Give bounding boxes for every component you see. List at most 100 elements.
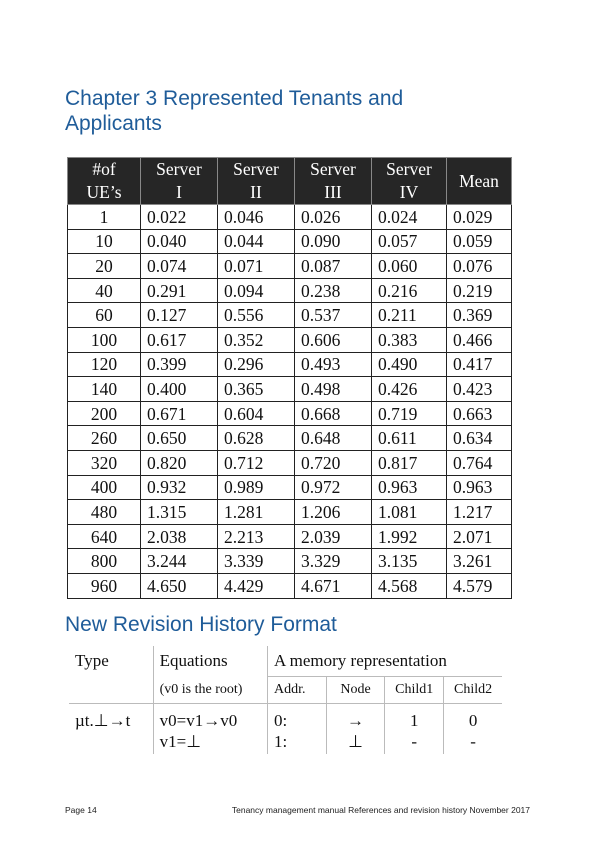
child2-cell: - (443, 732, 502, 754)
value-cell: 0.060 (371, 253, 447, 279)
ue-count-cell: 20 (67, 253, 141, 279)
equation-line-2: v1=⊥ (152, 732, 268, 754)
table-row: 1 0.022 0.046 0.026 0.024 0.029 (67, 204, 512, 230)
table-header-row: #of UE’s Server I Server II Server III Serve… (67, 157, 512, 205)
table-row: 100 0.617 0.352 0.606 0.383 0.466 (67, 326, 512, 353)
header-ues: #of UE’s (67, 157, 141, 205)
table-row: 140 0.400 0.365 0.498 0.426 0.423 (67, 376, 512, 402)
ue-count-cell: 1 (67, 204, 141, 230)
sub-equations: (v0 is the root) (152, 676, 268, 704)
section-heading: New Revision History Format (65, 613, 337, 636)
value-cell: 0.040 (140, 228, 218, 255)
value-cell: 1.206 (294, 499, 372, 525)
revision-history-table: Type Equations A memory representation (… (69, 646, 502, 754)
value-cell: 0.490 (371, 351, 447, 378)
value-cell: 0.611 (371, 425, 447, 451)
value-cell: 0.617 (140, 326, 218, 353)
value-cell: 0.352 (217, 326, 295, 353)
addr-cell: 1: (267, 732, 327, 754)
table-row: 120 0.399 0.296 0.493 0.490 0.417 (67, 351, 512, 378)
value-cell: 0.383 (371, 326, 447, 353)
table-subheader-row: (v0 is the root) Addr. Node Child1 Child… (69, 676, 502, 704)
value-cell: 0.044 (217, 228, 295, 255)
header-mean: Mean (446, 157, 512, 205)
value-cell: 0.648 (294, 425, 372, 451)
header-line: Server (310, 159, 356, 179)
value-cell: 0.963 (371, 474, 447, 501)
value-cell: 0.537 (294, 302, 372, 328)
value-cell: 0.423 (446, 376, 512, 402)
col-equations-header: Equations (152, 646, 268, 677)
table-row: 640 2.038 2.213 2.039 1.992 2.071 (67, 523, 512, 550)
header-server-1: Server I (140, 157, 218, 205)
ue-count-cell: 100 (67, 326, 141, 353)
header-server-2: Server II (217, 157, 295, 205)
value-cell: 1.992 (371, 523, 447, 550)
value-cell: 0.628 (217, 425, 295, 451)
value-cell: 0.417 (446, 351, 512, 378)
table-row: 60 0.127 0.556 0.537 0.211 0.369 (67, 302, 512, 328)
value-cell: 0.087 (294, 253, 372, 279)
value-cell: 4.568 (371, 572, 447, 599)
value-cell: 0.216 (371, 277, 447, 304)
value-cell: 0.820 (140, 449, 218, 476)
sub-child2: Child2 (443, 676, 502, 704)
value-cell: 1.081 (371, 499, 447, 525)
value-cell: 0.057 (371, 228, 447, 255)
table-row: 10 0.040 0.044 0.090 0.057 0.059 (67, 228, 512, 255)
value-cell: 0.291 (140, 277, 218, 304)
value-cell: 2.039 (294, 523, 372, 550)
value-cell: 0.296 (217, 351, 295, 378)
header-line: III (324, 182, 342, 202)
value-cell: 0.211 (371, 302, 447, 328)
table-row: 800 3.244 3.339 3.329 3.135 3.261 (67, 548, 512, 574)
value-cell: 0.090 (294, 228, 372, 255)
table-row: v1=⊥ 1: ⊥ - - (69, 732, 502, 754)
value-cell: 0.932 (140, 474, 218, 501)
value-cell: 0.817 (371, 449, 447, 476)
value-cell: 0.399 (140, 351, 218, 378)
value-cell: 0.466 (446, 326, 512, 353)
child2-cell: 0 (443, 703, 502, 732)
header-line: Server (233, 159, 279, 179)
child1-cell: - (384, 732, 444, 754)
value-cell: 0.604 (217, 400, 295, 427)
table-row: 200 0.671 0.604 0.668 0.719 0.663 (67, 400, 512, 427)
header-line: Server (386, 159, 432, 179)
ue-count-cell: 200 (67, 400, 141, 427)
value-cell: 0.094 (217, 277, 295, 304)
header-server-3: Server III (294, 157, 372, 205)
server-timing-table: #of UE’s Server I Server II Server III Serve… (67, 157, 512, 599)
value-cell: 0.963 (446, 474, 512, 501)
value-cell: 3.244 (140, 548, 218, 574)
value-cell: 3.339 (217, 548, 295, 574)
table-row: µt.⊥→t v0=v1→v0 0: → 1 0 (69, 703, 502, 732)
value-cell: 0.663 (446, 400, 512, 427)
value-cell: 3.329 (294, 548, 372, 574)
value-cell: 0.556 (217, 302, 295, 328)
value-cell: 2.071 (446, 523, 512, 550)
value-cell: 0.719 (371, 400, 447, 427)
value-cell: 0.076 (446, 253, 512, 279)
header-line: II (250, 182, 262, 202)
value-cell: 0.369 (446, 302, 512, 328)
value-cell: 0.972 (294, 474, 372, 501)
table-row: 20 0.074 0.071 0.087 0.060 0.076 (67, 253, 512, 279)
value-cell: 0.606 (294, 326, 372, 353)
value-cell: 0.026 (294, 204, 372, 230)
ue-count-cell: 320 (67, 449, 141, 476)
empty-cell (69, 732, 153, 754)
header-line: IV (399, 182, 419, 202)
ue-count-cell: 260 (67, 425, 141, 451)
empty-cell (69, 676, 154, 704)
value-cell: 0.426 (371, 376, 447, 402)
value-cell: 0.668 (294, 400, 372, 427)
value-cell: 0.764 (446, 449, 512, 476)
value-cell: 1.281 (217, 499, 295, 525)
table-row: 260 0.650 0.628 0.648 0.611 0.634 (67, 425, 512, 451)
node-cell: → (325, 703, 385, 732)
equation-line-1: v0=v1→v0 (152, 703, 268, 732)
table-row: 320 0.820 0.712 0.720 0.817 0.764 (67, 449, 512, 476)
addr-cell: 0: (267, 703, 327, 732)
sub-addr: Addr. (267, 676, 327, 704)
